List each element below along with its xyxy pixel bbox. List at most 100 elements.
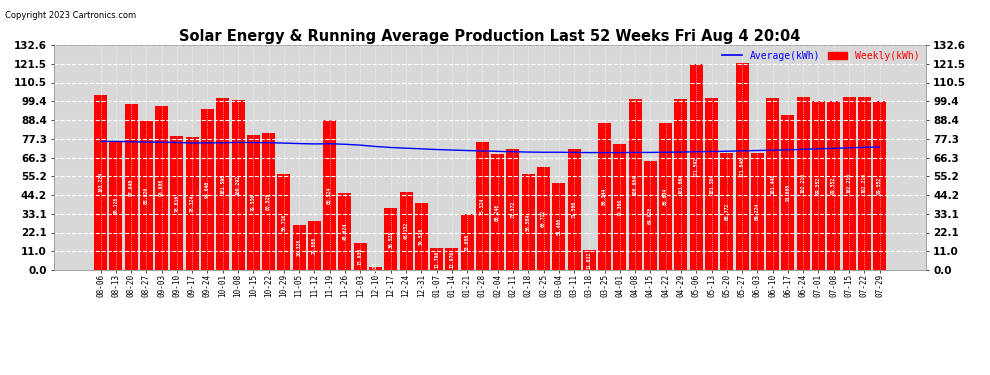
- Text: 101.448: 101.448: [770, 174, 775, 194]
- Bar: [828, 101, 841, 270]
- Text: Copyright 2023 Cartronics.com: Copyright 2023 Cartronics.com: [5, 11, 136, 20]
- Bar: [170, 136, 183, 270]
- Bar: [353, 243, 366, 270]
- Text: 69.224: 69.224: [754, 202, 760, 220]
- Text: 99.552: 99.552: [877, 177, 882, 194]
- Text: 101.384: 101.384: [709, 174, 714, 194]
- Bar: [781, 115, 794, 270]
- Text: 78.324: 78.324: [190, 195, 195, 212]
- Text: 36.528: 36.528: [388, 230, 393, 248]
- Text: 12.796: 12.796: [434, 251, 440, 268]
- Text: 56.584: 56.584: [526, 213, 531, 231]
- Bar: [598, 123, 611, 270]
- Bar: [201, 110, 214, 270]
- Bar: [857, 96, 871, 270]
- Bar: [690, 64, 703, 270]
- Bar: [262, 134, 275, 270]
- Text: 102.216: 102.216: [846, 173, 851, 194]
- Text: 12.976: 12.976: [449, 251, 454, 268]
- Text: 100.664: 100.664: [633, 174, 638, 195]
- Text: 60.712: 60.712: [541, 210, 546, 227]
- Text: 86.634: 86.634: [663, 188, 668, 205]
- Text: 26.328: 26.328: [297, 239, 302, 256]
- Bar: [629, 99, 642, 270]
- Text: 99.552: 99.552: [816, 177, 821, 194]
- Bar: [721, 153, 734, 270]
- Text: 33.008: 33.008: [464, 233, 469, 250]
- Bar: [674, 99, 687, 270]
- Text: 97.640: 97.640: [129, 178, 134, 196]
- Bar: [659, 123, 672, 270]
- Bar: [583, 250, 596, 270]
- Bar: [293, 225, 306, 270]
- Text: 11.632: 11.632: [587, 252, 592, 269]
- Bar: [384, 208, 397, 270]
- Text: 51.400: 51.400: [556, 218, 561, 235]
- Text: 71.372: 71.372: [511, 201, 516, 218]
- Bar: [522, 174, 535, 270]
- Text: 80.528: 80.528: [266, 193, 271, 210]
- Bar: [537, 167, 550, 270]
- Text: 101.596: 101.596: [220, 174, 226, 194]
- Bar: [797, 96, 810, 270]
- Bar: [750, 153, 764, 270]
- Text: 103.224: 103.224: [98, 172, 103, 192]
- Bar: [216, 98, 230, 270]
- Bar: [705, 98, 718, 270]
- Bar: [736, 63, 748, 270]
- Bar: [460, 214, 473, 270]
- Text: 74.368: 74.368: [618, 198, 623, 216]
- Bar: [369, 267, 382, 270]
- Bar: [552, 183, 565, 270]
- Bar: [567, 148, 580, 270]
- Text: 88.524: 88.524: [327, 186, 333, 204]
- Bar: [644, 161, 657, 270]
- Bar: [339, 193, 351, 270]
- Bar: [109, 141, 123, 270]
- Text: 100.292: 100.292: [236, 175, 241, 195]
- Bar: [491, 154, 504, 270]
- Text: 86.344: 86.344: [602, 188, 607, 206]
- Bar: [186, 137, 199, 270]
- Bar: [94, 95, 107, 270]
- Text: 79.536: 79.536: [250, 194, 255, 211]
- Bar: [232, 100, 245, 270]
- Text: 101.064: 101.064: [678, 174, 683, 194]
- Bar: [842, 96, 855, 270]
- Bar: [766, 98, 779, 270]
- Bar: [277, 174, 290, 270]
- Bar: [476, 142, 489, 270]
- Bar: [247, 135, 259, 270]
- Text: 96.908: 96.908: [159, 179, 164, 196]
- Bar: [308, 220, 321, 270]
- Text: 71.500: 71.500: [571, 201, 576, 218]
- Text: 102.216: 102.216: [861, 173, 867, 194]
- Text: 39.528: 39.528: [419, 228, 424, 245]
- Text: 76.128: 76.128: [113, 197, 119, 214]
- Text: 68.772: 68.772: [725, 203, 730, 220]
- Text: 121.840: 121.840: [740, 157, 744, 177]
- Bar: [415, 203, 428, 270]
- Bar: [430, 248, 444, 270]
- Text: 64.028: 64.028: [647, 207, 653, 224]
- Bar: [323, 120, 337, 270]
- Bar: [812, 101, 825, 270]
- Bar: [507, 149, 520, 270]
- Legend: Average(kWh), Weekly(kWh): Average(kWh), Weekly(kWh): [719, 47, 924, 65]
- Text: 46.152: 46.152: [404, 222, 409, 240]
- Text: 15.936: 15.936: [357, 248, 362, 265]
- Bar: [614, 144, 627, 270]
- Text: 94.640: 94.640: [205, 181, 210, 198]
- Title: Solar Energy & Running Average Production Last 52 Weeks Fri Aug 4 20:04: Solar Energy & Running Average Productio…: [179, 29, 801, 44]
- Bar: [873, 101, 886, 270]
- Text: 75.324: 75.324: [480, 198, 485, 215]
- Text: 91.600: 91.600: [785, 184, 790, 201]
- Text: 88.020: 88.020: [144, 187, 148, 204]
- Text: 1.928: 1.928: [373, 261, 378, 276]
- Bar: [155, 106, 168, 270]
- Text: 45.624: 45.624: [343, 223, 347, 240]
- Text: 56.716: 56.716: [281, 213, 286, 231]
- Bar: [400, 192, 413, 270]
- Text: 99.552: 99.552: [832, 177, 837, 194]
- Text: 29.088: 29.088: [312, 237, 317, 254]
